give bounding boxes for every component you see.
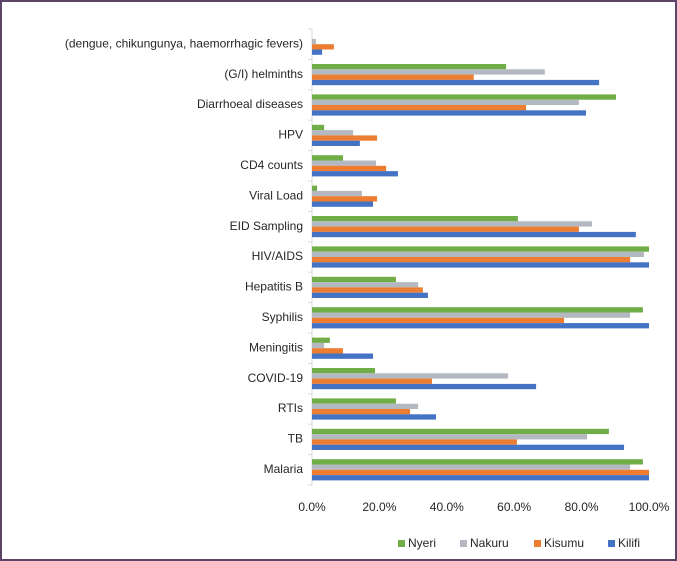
bar [312, 292, 428, 298]
bar [312, 99, 579, 105]
y-tick-label: RTIs [278, 401, 303, 415]
bar [312, 378, 432, 384]
bar [312, 439, 517, 445]
bar [312, 231, 636, 238]
bar [312, 373, 509, 379]
bar [312, 262, 649, 268]
y-tick-label: HIV/AIDS [252, 249, 303, 263]
y-tick-label: Malaria [264, 462, 304, 476]
bar [312, 368, 376, 374]
bar [312, 383, 537, 390]
bar [312, 287, 423, 293]
bar [312, 282, 419, 288]
bar [312, 409, 411, 415]
bar [312, 38, 317, 45]
bar [312, 323, 649, 329]
x-tick-label: 0.0% [298, 500, 326, 514]
bar [312, 74, 474, 80]
y-tick-label: Hepatitis B [245, 280, 303, 294]
bar [312, 434, 587, 440]
bar [312, 94, 616, 100]
bar [312, 140, 360, 146]
bar [312, 312, 631, 318]
bar [312, 64, 507, 70]
bar [312, 226, 579, 232]
bar [312, 459, 643, 465]
bar [312, 398, 396, 404]
bar [312, 155, 344, 161]
y-tick-label: Diarrhoeal diseases [197, 97, 303, 111]
bar [312, 276, 396, 283]
bar [312, 348, 344, 354]
bar [312, 475, 649, 481]
y-tick-label: COVID-19 [248, 371, 304, 385]
bar [312, 124, 325, 131]
legend-label: Nyeri [408, 536, 436, 550]
y-tick-label: Meningitis [249, 340, 303, 354]
x-tick-label: 60.0% [497, 500, 531, 514]
y-tick-label: TB [288, 432, 303, 446]
y-tick-label: CD4 counts [240, 158, 303, 172]
y-tick-label: HPV [278, 128, 303, 142]
bar [312, 196, 378, 202]
bar [312, 257, 631, 263]
y-tick-label: Syphilis [262, 310, 303, 324]
bar [312, 130, 354, 136]
y-tick-label: EID Sampling [230, 219, 303, 233]
bar [312, 201, 373, 207]
bar [312, 464, 631, 470]
bar [312, 469, 649, 476]
bar [312, 444, 625, 450]
y-tick-label: (dengue, chikungunya, haemorrhagic fever… [65, 36, 303, 50]
legend-label: Kisumu [544, 536, 584, 550]
legend-swatch [534, 540, 541, 547]
bar [312, 216, 518, 222]
bar [312, 414, 437, 420]
legend-swatch [608, 540, 615, 547]
legend-label: Kilifi [618, 536, 640, 550]
bar [312, 110, 586, 116]
bar [312, 160, 377, 166]
y-tick-label: Viral Load [249, 188, 303, 202]
bar [312, 342, 325, 349]
bar [312, 185, 318, 191]
bar [312, 135, 378, 141]
bar [312, 171, 398, 177]
bar [312, 353, 373, 359]
bar [312, 403, 419, 409]
x-tick-label: 80.0% [565, 500, 599, 514]
bar [312, 317, 565, 324]
bar [312, 307, 643, 313]
bar [312, 69, 545, 75]
bar [312, 44, 334, 50]
bar [312, 337, 330, 343]
bar [312, 428, 609, 435]
bar [312, 49, 323, 55]
legend-swatch [460, 540, 467, 547]
x-tick-label: 20.0% [362, 500, 396, 514]
x-tick-label: 40.0% [430, 500, 464, 514]
bar [312, 105, 526, 111]
y-tick-label: (G/I) helminths [224, 67, 303, 81]
bar [312, 79, 600, 86]
bar [312, 251, 644, 257]
bar [312, 190, 362, 197]
legend-label: Nakuru [470, 536, 509, 550]
bar [312, 246, 649, 252]
bar [312, 165, 387, 172]
x-tick-label: 100.0% [629, 500, 670, 514]
bar [312, 221, 593, 227]
legend-swatch [398, 540, 405, 547]
